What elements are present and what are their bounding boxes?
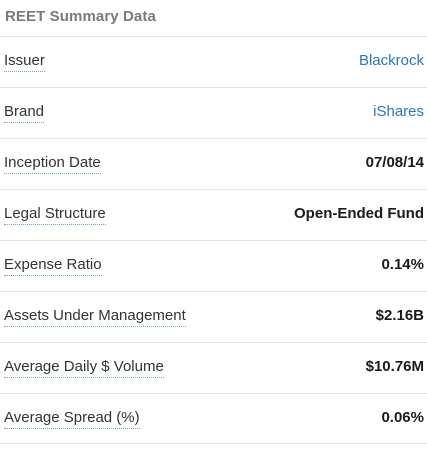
inception-date-label[interactable]: Inception Date — [4, 155, 101, 174]
row-legal-structure: Legal Structure Open-Ended Fund — [0, 189, 427, 240]
row-average-daily-volume: Average Daily $ Volume $10.76M — [0, 342, 427, 393]
issuer-link[interactable]: Blackrock — [358, 52, 424, 69]
brand-label[interactable]: Brand — [4, 104, 45, 123]
issuer-label[interactable]: Issuer — [4, 53, 45, 72]
average-daily-volume-label[interactable]: Average Daily $ Volume — [4, 359, 164, 378]
assets-under-management-label[interactable]: Assets Under Management — [4, 308, 186, 327]
summary-table: Issuer Blackrock Brand iShares Inception… — [0, 36, 427, 444]
legal-structure-label[interactable]: Legal Structure — [4, 206, 106, 225]
row-average-spread: Average Spread (%) 0.06% — [0, 393, 427, 444]
average-spread-label[interactable]: Average Spread (%) — [4, 410, 140, 429]
row-assets-under-management: Assets Under Management $2.16B — [0, 291, 427, 342]
average-daily-volume-value: $10.76M — [365, 358, 424, 375]
row-inception-date: Inception Date 07/08/14 — [0, 138, 427, 189]
average-spread-value: 0.06% — [381, 409, 424, 426]
row-expense-ratio: Expense Ratio 0.14% — [0, 240, 427, 291]
assets-under-management-value: $2.16B — [375, 307, 424, 324]
panel-title: REET Summary Data — [5, 8, 156, 25]
row-issuer: Issuer Blackrock — [0, 36, 427, 87]
expense-ratio-value: 0.14% — [381, 256, 424, 273]
expense-ratio-label[interactable]: Expense Ratio — [4, 257, 102, 276]
inception-date-value: 07/08/14 — [365, 154, 424, 171]
brand-link[interactable]: iShares — [373, 103, 424, 120]
row-brand: Brand iShares — [0, 87, 427, 138]
legal-structure-value: Open-Ended Fund — [294, 205, 424, 222]
